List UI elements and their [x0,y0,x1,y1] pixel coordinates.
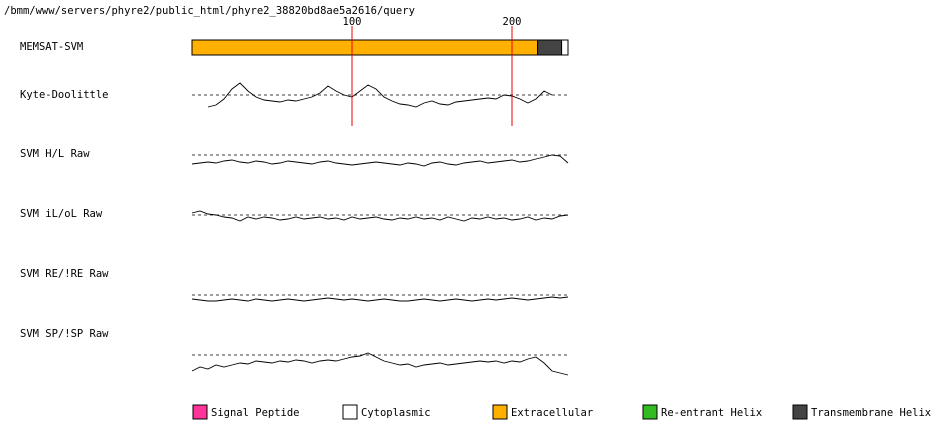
legend-swatch [342,404,358,420]
legend-label: Extracellular [511,407,593,419]
track-label: SVM H/L Raw [20,148,90,160]
x-tick-label: 200 [503,16,522,28]
legend-swatch [642,404,658,420]
legend-swatch [492,404,508,420]
legend-label: Re-entrant Helix [661,407,762,419]
legend-swatch [192,404,208,420]
topology-segment [537,39,563,56]
trace-line [191,352,569,376]
trace-line [207,82,553,108]
topology-segment [561,39,569,56]
track-label: SVM iL/oL Raw [20,208,103,220]
trace-line [191,154,569,167]
trace-line [191,210,569,222]
track-label: Kyte-Doolittle [20,89,109,101]
legend-label: Cytoplasmic [361,407,431,419]
track-label: SVM SP/!SP Raw [20,328,109,340]
legend-label: Transmembrane Helix [811,407,931,419]
track-label: SVM RE/!RE Raw [20,268,109,280]
x-tick-label: 100 [343,16,362,28]
track-label: MEMSAT-SVM [20,41,83,53]
legend-swatch [792,404,808,420]
topology-segment [191,39,539,56]
trace-line [191,296,569,302]
path-text: /bmm/www/servers/phyre2/public_html/phyr… [4,5,415,17]
legend-label: Signal Peptide [211,407,300,419]
